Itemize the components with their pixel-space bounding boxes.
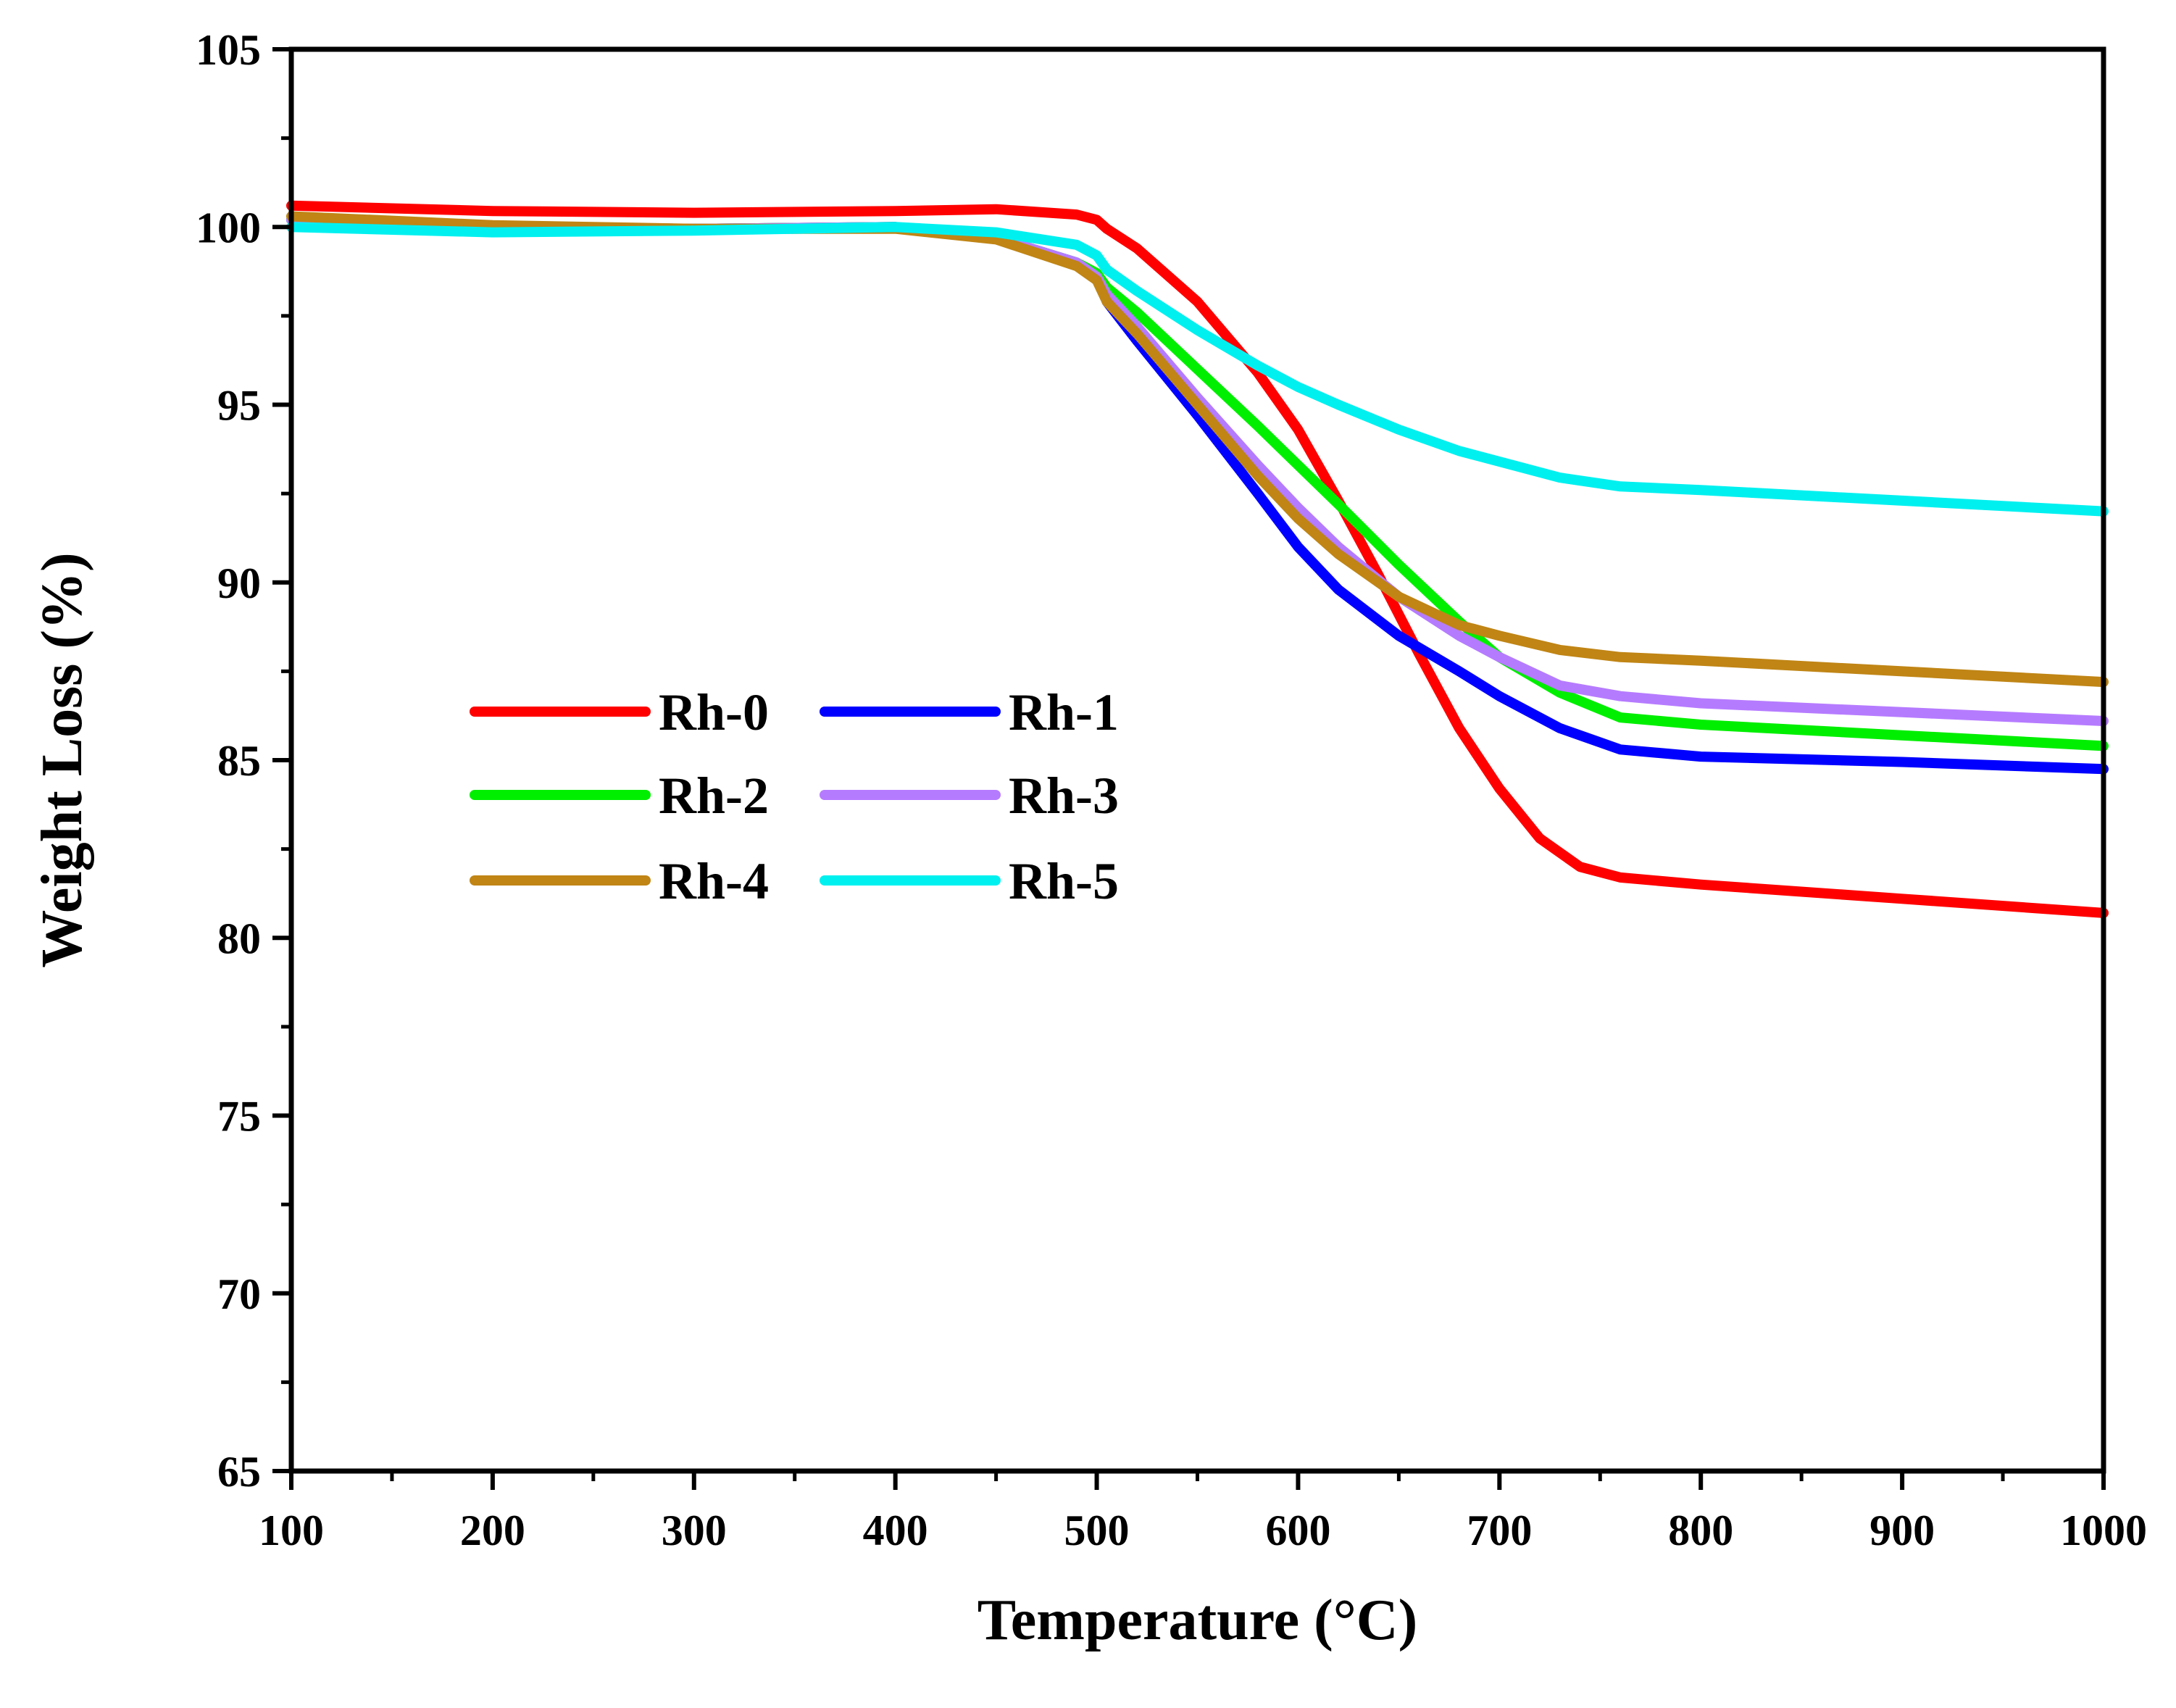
series-line-rh-0 (286, 200, 2109, 918)
x-tick-label: 800 (1668, 1507, 1733, 1554)
y-tick-label: 90 (217, 559, 261, 607)
y-tick-label: 105 (196, 26, 261, 74)
x-tick-label: 900 (1869, 1507, 1935, 1554)
x-tick-label: 300 (662, 1507, 727, 1554)
y-tick-label: 65 (217, 1448, 261, 1496)
y-tick-label: 80 (217, 915, 261, 962)
legend: Rh-0 Rh-1 Rh-2 Rh-3 Rh-4 Rh-5 (470, 683, 1119, 910)
y-tick-label: 100 (196, 204, 261, 251)
x-tick-label: 400 (863, 1507, 928, 1554)
legend-label-rh-0: Rh-0 (659, 683, 769, 741)
y-tick-label: 75 (217, 1093, 261, 1141)
legend-label-rh-2: Rh-2 (659, 767, 769, 825)
series-line-rh-4 (286, 211, 2109, 688)
legend-label-rh-4: Rh-4 (659, 852, 769, 910)
legend-label-rh-5: Rh-5 (1009, 852, 1119, 910)
series-layer (286, 200, 2109, 918)
y-tick-label: 85 (217, 737, 261, 785)
x-tick-label: 200 (460, 1507, 525, 1554)
legend-label-rh-3: Rh-3 (1009, 767, 1119, 825)
y-axis-title: Weight Loss (%) (30, 552, 94, 967)
tick-layer: 100 200 300 400 500 600 700 800 900 1000 65 70 75 80 8… (196, 26, 2147, 1554)
x-tick-label: 100 (259, 1507, 324, 1554)
series-line-rh-5 (286, 222, 2109, 517)
x-tick-label: 700 (1467, 1507, 1532, 1554)
x-axis-title: Temperature (°C) (977, 1588, 1417, 1652)
legend-label-rh-1: Rh-1 (1009, 683, 1119, 741)
y-tick-label: 95 (217, 382, 261, 430)
y-tick-label: 70 (217, 1270, 261, 1318)
x-tick-label: 500 (1064, 1507, 1130, 1554)
x-tick-label: 600 (1265, 1507, 1330, 1554)
x-tick-label: 1000 (2060, 1507, 2147, 1554)
